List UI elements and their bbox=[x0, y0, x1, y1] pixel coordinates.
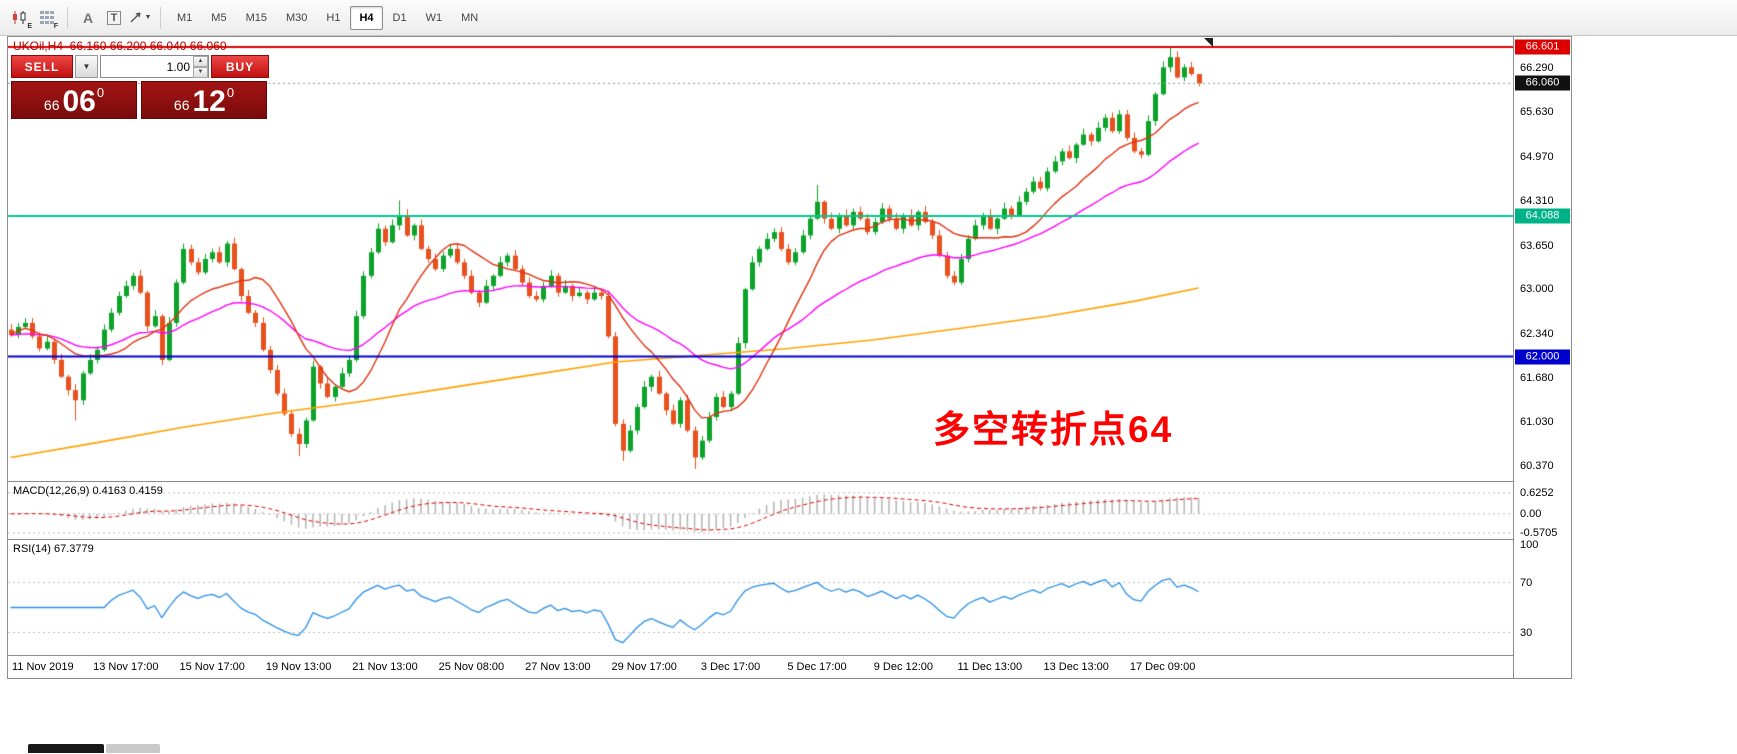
price-tick: 66.290 bbox=[1520, 61, 1554, 74]
sell-price-pips: 06 bbox=[62, 85, 96, 118]
time-axis-label: 29 Nov 17:00 bbox=[611, 661, 677, 673]
bottom-strip bbox=[0, 679, 1737, 754]
timeframe-button-m5[interactable]: M5 bbox=[202, 6, 235, 30]
charts-toolbar-button[interactable]: E bbox=[8, 5, 34, 31]
chart-shift-marker[interactable] bbox=[1204, 38, 1213, 47]
macd-header: MACD(12,26,9) 0.4163 0.4159 bbox=[13, 485, 163, 497]
timeframe-button-d1[interactable]: D1 bbox=[384, 6, 416, 30]
chart-ohlc-header: UKOil,H4 66.160 66.200 66.040 66.060 bbox=[13, 39, 227, 53]
profiles-sub-label: F bbox=[53, 22, 58, 30]
volume-spinner: ▲ ▼ bbox=[193, 56, 208, 78]
macd-tick: -0.5705 bbox=[1520, 526, 1558, 539]
time-axis-label: 13 Nov 17:00 bbox=[93, 661, 159, 673]
price-tick: 64.310 bbox=[1520, 195, 1554, 208]
time-axis-label: 11 Dec 13:00 bbox=[957, 661, 1023, 673]
letter-a-icon: A bbox=[82, 9, 94, 26]
time-axis-label: 15 Nov 17:00 bbox=[179, 661, 245, 673]
time-axis-label: 5 Dec 17:00 bbox=[787, 661, 847, 673]
rsi-tick: 100 bbox=[1520, 539, 1539, 551]
toolbar-separator bbox=[67, 6, 68, 29]
volume-increment-button[interactable]: ▲ bbox=[193, 56, 208, 67]
timeframe-button-w1[interactable]: W1 bbox=[417, 6, 452, 30]
price-level-box: 62.000 bbox=[1515, 349, 1570, 365]
time-axis-label: 9 Dec 12:00 bbox=[873, 661, 934, 673]
time-axis-label: 27 Nov 13:00 bbox=[525, 661, 591, 673]
charts-sub-label: E bbox=[27, 22, 32, 30]
toolbar-separator bbox=[160, 6, 161, 29]
arrow-tool-button[interactable]: ▼ bbox=[127, 5, 153, 31]
price-scale[interactable]: 66.290 65.630 64.970 64.310 63.650 63.000 62.3… bbox=[1513, 37, 1571, 678]
macd-tick: 0.6252 bbox=[1520, 486, 1554, 499]
timeframe-button-m15[interactable]: M15 bbox=[237, 6, 276, 30]
buy-price-whole: 66 bbox=[173, 97, 190, 113]
rsi-tick: 30 bbox=[1520, 626, 1533, 639]
window-tab[interactable] bbox=[28, 744, 104, 753]
chart-annotation: 多空转折点64 bbox=[933, 409, 1174, 450]
volume-dropdown-button[interactable]: ▼ bbox=[75, 55, 98, 78]
one-click-trading-panel: SELL ▼ ▲ ▼ BUY 66 06 0 bbox=[11, 55, 269, 119]
price-tick: 61.030 bbox=[1520, 415, 1554, 428]
macd-tick: 0.00 bbox=[1520, 507, 1542, 520]
candlestick-chart-icon bbox=[13, 11, 26, 24]
chevron-down-icon: ▼ bbox=[82, 62, 91, 71]
volume-input[interactable] bbox=[100, 55, 209, 78]
rsi-header: RSI(14) 67.3779 bbox=[13, 543, 94, 555]
rsi-tick: 70 bbox=[1520, 576, 1533, 589]
sell-button[interactable]: SELL bbox=[11, 55, 73, 78]
text-label-tool-button[interactable]: A bbox=[75, 5, 101, 31]
price-tick: 64.970 bbox=[1520, 150, 1554, 163]
price-level-box: 66.601 bbox=[1515, 39, 1570, 55]
timeframe-group: M1 M5 M15 M30 H1 H4 D1 W1 MN bbox=[168, 5, 487, 30]
time-axis-label: 25 Nov 08:00 bbox=[438, 661, 505, 673]
price-tick: 63.000 bbox=[1520, 283, 1554, 296]
sell-price-frac: 0 bbox=[96, 85, 105, 100]
plot-area: 11 Nov 2019 13 Nov 17:00 15 Nov 17:00 19 No… bbox=[8, 37, 1513, 678]
sell-price-tile[interactable]: 66 06 0 bbox=[11, 81, 137, 119]
chart-window: 11 Nov 2019 13 Nov 17:00 15 Nov 17:00 19 No… bbox=[7, 36, 1572, 679]
rsi-canvas[interactable] bbox=[8, 540, 1513, 655]
buy-price-tile[interactable]: 66 12 0 bbox=[141, 81, 267, 119]
time-axis-label: 17 Dec 09:00 bbox=[1129, 661, 1196, 673]
time-axis[interactable]: 11 Nov 2019 13 Nov 17:00 15 Nov 17:00 19 No… bbox=[8, 656, 1513, 678]
volume-field: ▲ ▼ bbox=[100, 55, 209, 78]
chevron-down-icon: ▼ bbox=[144, 14, 152, 21]
timeframe-button-m30[interactable]: M30 bbox=[277, 6, 316, 30]
toolbar: E F A T ▼ M1 M5 M15 M30 H1 H4 D1 W1 M bbox=[0, 0, 1737, 36]
sell-price-whole: 66 bbox=[43, 97, 60, 113]
arrow-tool-icon bbox=[130, 12, 141, 23]
timeframe-button-h4[interactable]: H4 bbox=[350, 5, 383, 30]
timeframe-button-m1[interactable]: M1 bbox=[168, 6, 201, 30]
timeframe-button-mn[interactable]: MN bbox=[452, 6, 487, 30]
price-tick: 61.680 bbox=[1520, 372, 1554, 385]
time-axis-label: 11 Nov 2019 bbox=[12, 661, 74, 673]
buy-price-pips: 12 bbox=[192, 85, 226, 118]
volume-decrement-button[interactable]: ▼ bbox=[193, 67, 208, 78]
panel-separator[interactable] bbox=[8, 481, 1513, 482]
macd-canvas[interactable] bbox=[8, 482, 1513, 539]
timeframe-button-h1[interactable]: H1 bbox=[317, 6, 349, 30]
text-box-tool-button[interactable]: T bbox=[101, 5, 127, 31]
price-level-box: 64.088 bbox=[1515, 208, 1570, 224]
time-axis-label: 13 Dec 13:00 bbox=[1043, 661, 1109, 673]
time-axis-label: 3 Dec 17:00 bbox=[700, 661, 761, 673]
price-tick: 63.650 bbox=[1520, 239, 1554, 252]
panel-separator[interactable] bbox=[8, 539, 1513, 540]
time-axis-label: 21 Nov 13:00 bbox=[352, 661, 418, 673]
grid-icon bbox=[40, 11, 54, 24]
price-level-box: 66.060 bbox=[1515, 75, 1570, 91]
profiles-toolbar-button[interactable]: F bbox=[34, 5, 60, 31]
window-tab[interactable] bbox=[106, 744, 160, 753]
price-tick: 62.340 bbox=[1520, 327, 1554, 340]
time-axis-label: 19 Nov 13:00 bbox=[265, 661, 332, 673]
buy-button[interactable]: BUY bbox=[211, 55, 269, 78]
boxed-t-icon: T bbox=[106, 10, 122, 25]
price-tick: 60.370 bbox=[1520, 460, 1554, 473]
price-tick: 65.630 bbox=[1520, 106, 1554, 119]
buy-price-frac: 0 bbox=[226, 85, 235, 100]
panel-separator bbox=[8, 655, 1513, 656]
